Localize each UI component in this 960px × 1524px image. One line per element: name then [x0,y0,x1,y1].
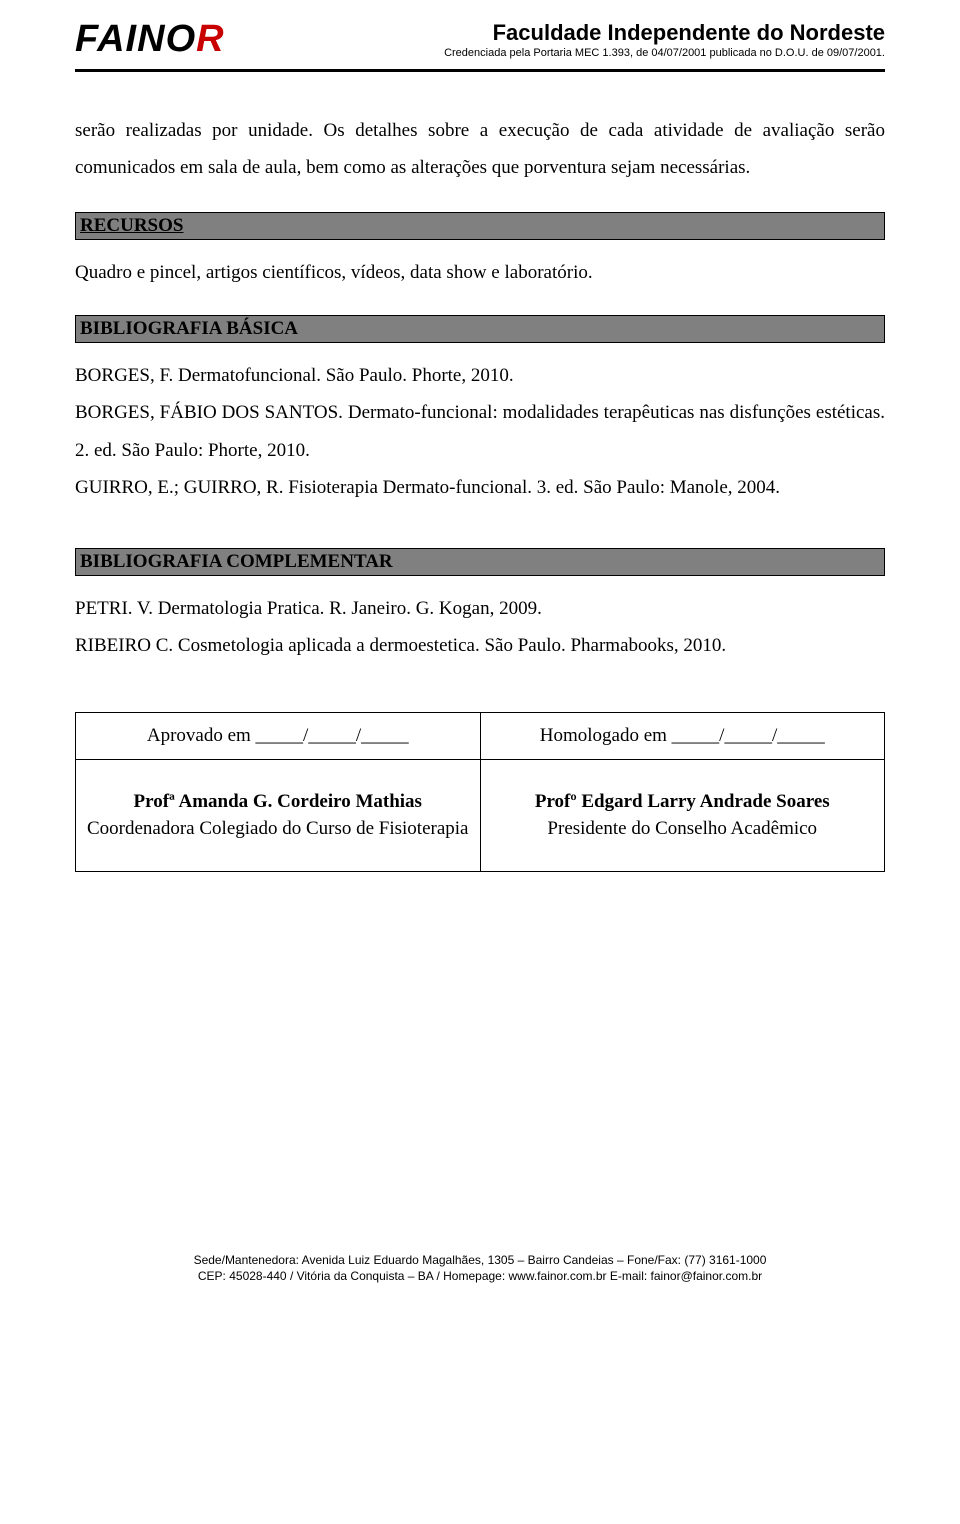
logo-o: O [166,20,197,58]
homologado-cell: Homologado em _____/_____/_____ [480,712,885,759]
header-institution-name: Faculdade Independente do Nordeste [444,20,885,45]
intro-paragraph: serão realizadas por unidade. Os detalhe… [75,112,885,186]
table-row: Profª Amanda G. Cordeiro Mathias Coorden… [76,759,885,871]
recursos-text: Quadro e pincel, artigos científicos, ví… [75,254,885,291]
page-header: FAINOR Faculdade Independente do Nordest… [75,20,885,59]
bib-basica-item-3: GUIRRO, E.; GUIRRO, R. Fisioterapia Derm… [75,469,885,506]
logo: FAINOR [75,20,225,58]
bib-basica-item-1: BORGES, F. Dermatofuncional. São Paulo. … [75,357,885,394]
page-footer: Sede/Mantenedora: Avenida Luiz Eduardo M… [75,1252,885,1284]
signature-table: Aprovado em _____/_____/_____ Homologado… [75,712,885,872]
coord-name: Profª Amanda G. Cordeiro Mathias [134,791,422,812]
header-accreditation: Credenciada pela Portaria MEC 1.393, de … [444,47,885,59]
aprovado-cell: Aprovado em _____/_____/_____ [76,712,481,759]
coord-cell: Profª Amanda G. Cordeiro Mathias Coorden… [76,759,481,871]
header-divider [75,69,885,72]
section-bib-complementar-title: BIBLIOGRAFIA COMPLEMENTAR [75,548,885,576]
bib-comp-item-1: PETRI. V. Dermatologia Pratica. R. Janei… [75,590,885,627]
table-row: Aprovado em _____/_____/_____ Homologado… [76,712,885,759]
logo-black: FAIN [75,18,166,60]
footer-line-1: Sede/Mantenedora: Avenida Luiz Eduardo M… [75,1252,885,1268]
footer-line-2: CEP: 45028-440 / Vitória da Conquista – … [75,1268,885,1284]
section-recursos-title: RECURSOS [75,212,885,240]
presidente-cell: Profº Edgard Larry Andrade Soares Presid… [480,759,885,871]
logo-r: R [196,18,224,60]
coord-role: Coordenadora Colegiado do Curso de Fisio… [87,818,469,839]
logo-text: FAINOR [75,20,225,58]
header-right: Faculdade Independente do Nordeste Crede… [444,20,885,59]
section-bib-basica-title: BIBLIOGRAFIA BÁSICA [75,315,885,343]
presidente-name: Profº Edgard Larry Andrade Soares [535,791,830,812]
bib-comp-item-2: RIBEIRO C. Cosmetologia aplicada a dermo… [75,627,885,664]
bib-basica-item-2: BORGES, FÁBIO DOS SANTOS. Dermato-funcio… [75,394,885,468]
presidente-role: Presidente do Conselho Acadêmico [547,818,817,839]
